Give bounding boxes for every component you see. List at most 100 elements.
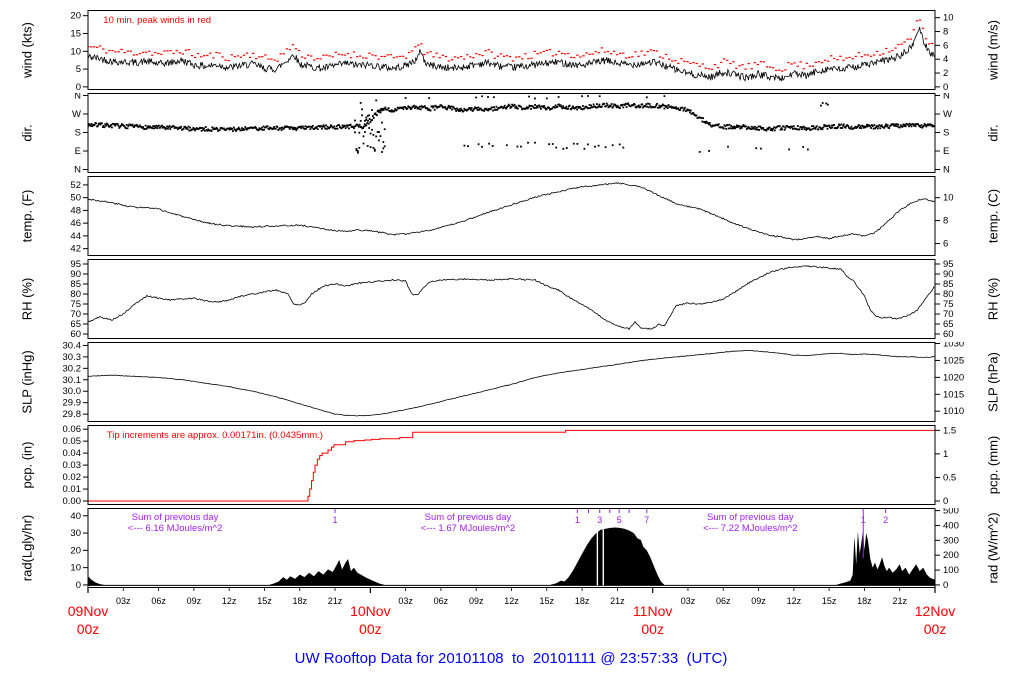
wind-right-tick-label: 6 [943, 40, 948, 51]
radiation-left-tick-label: 20 [70, 545, 81, 556]
precip-panel: Tip increments are approx. 0.00171in. (0… [63, 425, 956, 507]
rad-sum-annotation-line1: Sum of previous day [425, 512, 512, 523]
temperature-left-axis-label: temp. (F) [19, 189, 35, 242]
x-axis-minor-label: 09z [751, 596, 766, 606]
x-axis-minor-label: 06z [434, 596, 449, 606]
direction-right-tick-label: N [943, 93, 950, 101]
humidity-left-tick-label: 70 [70, 309, 81, 320]
pressure-left-tick-label: 30.0 [63, 386, 82, 397]
precipitation-left-tick-label: 0.03 [63, 460, 82, 471]
humidity-right-axis-label: RH (%) [985, 277, 1001, 320]
radiation-left-axis-label: rad(Lgly/hr) [19, 514, 35, 581]
humidity-right-tick-label: 85 [943, 279, 954, 290]
pressure-right-tick-label: 1025 [943, 355, 964, 366]
precipitation-left-tick-label: 0.01 [63, 484, 82, 495]
temperature-right-tick-label: 8 [943, 216, 948, 227]
wind-left-tick-label: 0 [76, 82, 81, 92]
pressure-left-tick-label: 30.3 [63, 352, 82, 363]
pressure-panel: 29.829.930.030.130.230.330.4 1010 1015 1020… [63, 342, 964, 422]
x-axis-minor-label: 15z [540, 596, 555, 606]
precipitation-left-tick-label: 0.04 [63, 448, 82, 459]
x-axis-minor-label: 03z [116, 596, 131, 606]
precipitation-right-tick-label: 0 [943, 496, 948, 507]
precipitation-right-axis-label: pcp. (mm) [985, 435, 1001, 494]
rad-sum-annotation-line1: Sum of previous day [707, 512, 794, 523]
radiation-right-tick-label: 500 [943, 508, 959, 517]
x-axis-minor-label: 15z [822, 596, 837, 606]
wind-right-tick-label: 10 [943, 13, 954, 24]
x-axis-day-label: 09Nov [68, 603, 108, 619]
rad-mj-marker-label: 5 [617, 515, 622, 525]
precipitation-left-axis-label: pcp. (in) [19, 441, 35, 488]
humidity-right-tick-label: 95 [943, 259, 954, 270]
x-axis-minor-label: 18z [292, 596, 307, 606]
temperature-left-tick-label: 42 [70, 244, 81, 255]
direction-left-tick-label: N [74, 93, 81, 101]
radiation-right-tick-label: 0 [943, 580, 948, 590]
rad-mj-marker-label: 1 [333, 515, 338, 525]
precipitation-left-tick-label: 0.02 [63, 472, 82, 483]
humidity-left-tick-label: 60 [70, 329, 81, 340]
wind-right-tick-label: 2 [943, 68, 948, 79]
wind-right-tick-label: 0 [943, 82, 948, 92]
wind-left-tick-label: 5 [76, 64, 81, 75]
direction-right-tick-label: W [943, 109, 952, 120]
x-axis-minor-label: 06z [151, 596, 166, 606]
temperature-left-tick-label: 50 [70, 193, 81, 204]
x-axis-minor-label: 12z [787, 596, 802, 606]
x-axis-minor-label: 18z [857, 596, 872, 606]
pressure-left-tick-label: 29.9 [63, 398, 82, 409]
direction-left-tick-label: N [74, 165, 81, 175]
pressure-right-tick-label: 1015 [943, 389, 964, 400]
wind-right-tick-label: 4 [943, 54, 948, 65]
radiation-right-tick-label: 300 [943, 535, 959, 546]
pressure-right-tick-label: 1010 [943, 406, 964, 417]
radiation-right-tick-label: 400 [943, 520, 959, 531]
x-axis-minor-label: 06z [716, 596, 731, 606]
x-axis: 09Nov 00z 10Nov 00z 11Nov 00z 12Nov 00z 03z 06z 09… [68, 587, 955, 637]
precipitation-right-tick-label: 1 [943, 449, 948, 460]
x-axis-minor-label: 03z [398, 596, 413, 606]
temperature-left-tick-label: 48 [70, 205, 81, 216]
temperature-right-tick-label: 6 [943, 239, 948, 250]
precipitation-left-tick-label: 0.06 [63, 425, 82, 435]
x-axis-day-label-hour: 00z [924, 621, 947, 637]
wind-left-tick-label: 15 [70, 28, 81, 39]
humidity-right-tick-label: 90 [943, 269, 954, 280]
radiation-left-tick-label: 40 [70, 511, 81, 522]
precipitation-annotation: Tip increments are approx. 0.00171in. (0… [107, 430, 323, 441]
humidity-left-tick-label: 95 [70, 259, 81, 270]
humidity-right-tick-label: 75 [943, 299, 954, 310]
humidity-left-tick-label: 85 [70, 279, 81, 290]
humidity-right-tick-label: 70 [943, 309, 954, 320]
precipitation-right-tick-label: 0.5 [943, 472, 956, 483]
x-axis-day-label: 11Nov [633, 603, 672, 619]
wind-left-tick-label: 20 [70, 11, 81, 22]
precipitation-right-tick-label: 1.5 [943, 425, 956, 436]
x-axis-minor-label: 21z [328, 596, 343, 606]
humidity-left-tick-label: 80 [70, 289, 81, 300]
wind-left-axis-label: wind (kts) [19, 21, 35, 78]
pressure-left-tick-label: 29.8 [63, 409, 82, 420]
pressure-left-tick-label: 30.2 [63, 363, 82, 374]
x-axis-day-label-hour: 00z [359, 621, 382, 637]
wind-annotation: 10 min. peak winds in red [103, 15, 211, 26]
rad-sum-annotation-line2: <--- 6.16 MJoules/m^2 [128, 523, 222, 534]
rad-mj-marker-label: 1 [575, 515, 580, 525]
rad-sum-annotation-line2: <--- 1.67 MJoules/m^2 [421, 523, 515, 534]
rad-sum-annotation-line2: <--- 7.22 MJoules/m^2 [703, 523, 797, 534]
pressure-left-tick-label: 30.1 [63, 375, 82, 386]
x-axis-minor-label: 15z [257, 596, 272, 606]
pressure-right-axis-label: SLP (hPa) [985, 351, 1001, 412]
x-axis-minor-label: 21z [610, 596, 625, 606]
wind-right-axis-label: wind (m/s) [985, 19, 1001, 80]
temperature-right-axis-label: temp. (C) [985, 188, 1001, 243]
x-axis-day-label: 10Nov [350, 603, 390, 619]
x-axis-minor-label: 12z [222, 596, 237, 606]
temperature-left-tick-label: 46 [70, 218, 81, 229]
pressure-right-tick-label: 1020 [943, 372, 964, 383]
pressure-left-tick-label: 30.4 [63, 342, 82, 351]
x-axis-minor-label: 09z [469, 596, 484, 606]
